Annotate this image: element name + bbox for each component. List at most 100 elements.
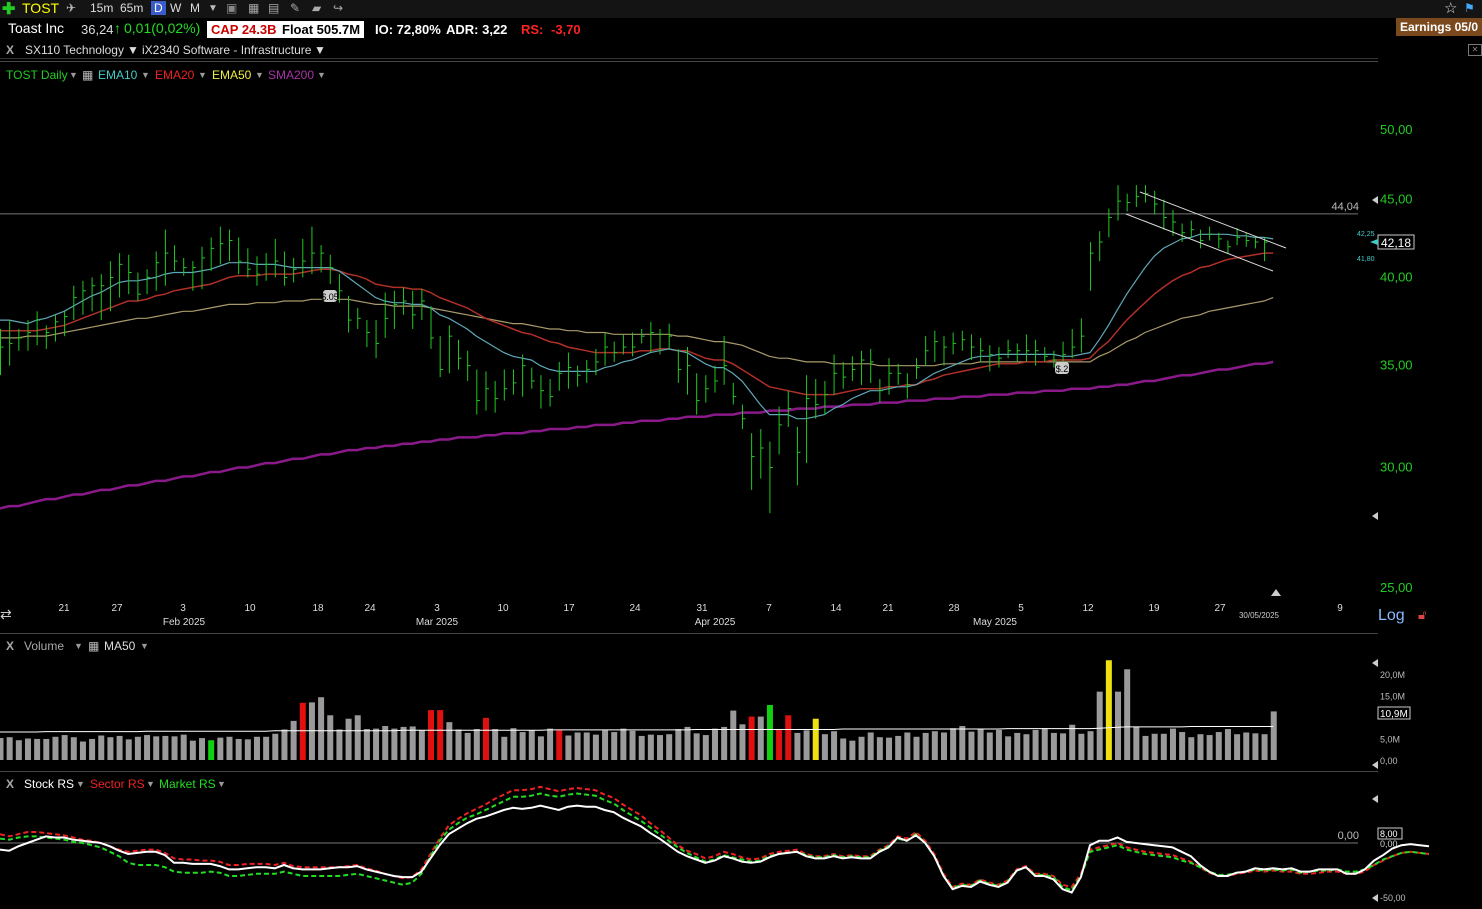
dividend-marker [323,290,337,302]
last-price: 36,24 [81,22,114,37]
stock-rs-dropdown-icon[interactable]: ▼ [76,779,85,789]
interval-weekly-button[interactable]: W [170,1,182,15]
industry-link[interactable]: iX2340 Software - Infrastructure [142,43,312,57]
rs-chart[interactable]: 0,00 8,000,00-50,00 [0,772,1482,909]
interval-65m-button[interactable]: 65m [120,1,144,15]
volume-bar [125,739,132,760]
volume-bar [89,738,96,760]
volume-bar [1188,737,1195,760]
date-axis-tick: 27 [111,603,123,614]
notes-icon[interactable]: ▰ [312,1,322,15]
volume-bar [858,736,865,760]
volume-bar [473,729,480,760]
volume-indicators-icon[interactable]: ▦ [88,639,100,653]
ema50-dropdown-icon[interactable]: ▼ [255,70,264,80]
sma200-label[interactable]: SMA200 [268,68,315,82]
last-low-label: 41,80 [1357,256,1375,263]
month-axis-label: May 2025 [973,617,1017,628]
series-label[interactable]: TOST Daily [6,68,68,82]
flag-icon[interactable]: ⚑ [1464,1,1475,15]
interval-dropdown-icon[interactable]: ▼ [208,3,218,14]
date-axis-tick: 18 [312,603,324,614]
draw-pencil-icon[interactable]: ✎ [290,1,301,15]
sector-link[interactable]: SX110 Technology [25,43,124,57]
template-icon[interactable]: ▣ [226,1,238,15]
interval-daily-button[interactable]: D [151,1,166,15]
volume-axis-tick: 15,0M [1380,692,1405,702]
ema10-label[interactable]: EMA10 [98,68,138,82]
float-badge: Float 505.7M [278,21,365,38]
volume-bar [336,729,343,760]
favorite-star-icon[interactable]: ☆ [1444,0,1458,17]
sector-bar: X SX110 Technology ▼ iX2340 Software - I… [0,42,1378,59]
date-axis-tick: 21 [58,603,70,614]
log-scale-button[interactable]: Log [1378,607,1405,624]
volume-axis-tick: 0,00 [1380,756,1398,766]
sector-rs-dropdown-icon[interactable]: ▼ [146,779,155,789]
volume-ma-label[interactable]: MA50 [104,639,136,653]
institutional-ownership: IO: 72,80% [375,22,441,37]
volume-bar [1087,731,1094,760]
symbol-label[interactable]: TOST [22,0,60,16]
share-icon[interactable]: ↪ [333,1,344,15]
table-icon[interactable]: ▤ [268,1,280,15]
volume-bar [1270,711,1277,760]
industry-dropdown-icon[interactable]: ▼ [314,43,326,57]
volume-bar [1243,732,1250,760]
volume-bar [721,726,728,760]
panel-collapse-icon[interactable]: ✕ [1468,44,1482,56]
ema50-label[interactable]: EMA50 [212,68,252,82]
volume-bar [803,730,810,760]
volume-bar [620,728,627,760]
volume-bottom-marker [1372,761,1378,769]
scroll-arrows-icon[interactable]: ⇄ [0,606,12,622]
volume-dropdown-icon[interactable]: ▼ [74,641,83,651]
series-dropdown-icon[interactable]: ▼ [69,70,78,80]
price-chart[interactable]: 44,04 $.05 $.2 50,00 45,00 40,00 35,00 30,00 25,… [0,62,1482,632]
close-sector-icon[interactable]: X [6,43,15,57]
close-volume-icon[interactable]: X [6,639,15,653]
add-symbol-icon[interactable]: ✚ [2,1,16,18]
volume-bar [702,735,709,760]
volume-bar [757,716,764,760]
volume-bar [629,730,636,760]
volume-bar [501,736,508,760]
volume-bar [492,729,499,760]
volume-label[interactable]: Volume [24,639,65,653]
ema20-label[interactable]: EMA20 [155,68,195,82]
date-axis-tick: 10 [497,603,509,614]
earnings-badge[interactable]: Earnings 05/0 [1395,18,1482,36]
sector-rs-label[interactable]: Sector RS [90,777,145,791]
lock-icon[interactable]: 🔓︎ [1418,607,1427,622]
market-rs-dropdown-icon[interactable]: ▼ [217,779,226,789]
sma200-dropdown-icon[interactable]: ▼ [317,70,326,80]
month-axis-label: Apr 2025 [695,617,736,628]
market-rs-label[interactable]: Market RS [159,777,216,791]
stock-rs-label[interactable]: Stock RS [24,777,75,791]
volume-bar [1179,732,1186,760]
date-axis-tick: 3 [180,603,186,614]
volume-bar [1151,733,1158,760]
volume-chart[interactable]: 20,0M 15,0M 5,0M 0,00 10,9M [0,655,1482,771]
chart-type-icon[interactable]: ▦ [248,1,260,15]
volume-bar [1069,724,1076,760]
ema10-dropdown-icon[interactable]: ▼ [141,70,150,80]
volume-bar [52,736,59,760]
indicators-icon[interactable]: ▦ [82,68,94,82]
volume-bar [98,735,105,760]
volume-bar [153,736,160,760]
volume-bar [1206,735,1213,760]
ema20-dropdown-icon[interactable]: ▼ [198,70,207,80]
rs-label: RS: [521,22,544,37]
interval-15m-button[interactable]: 15m [90,1,114,15]
volume-bar [345,718,352,760]
price-volume-divider [0,633,1378,634]
volume-bar [61,735,68,760]
sector-dropdown-icon[interactable]: ▼ [127,43,139,57]
dividend-marker-label: $.2 [1056,364,1069,374]
last-high-label: 42,25 [1357,231,1375,238]
interval-monthly-button[interactable]: M [190,1,200,15]
volume-ma-dropdown-icon[interactable]: ▼ [140,641,149,651]
close-rs-icon[interactable]: X [6,777,15,791]
camera-icon[interactable]: ✈ [66,1,77,15]
